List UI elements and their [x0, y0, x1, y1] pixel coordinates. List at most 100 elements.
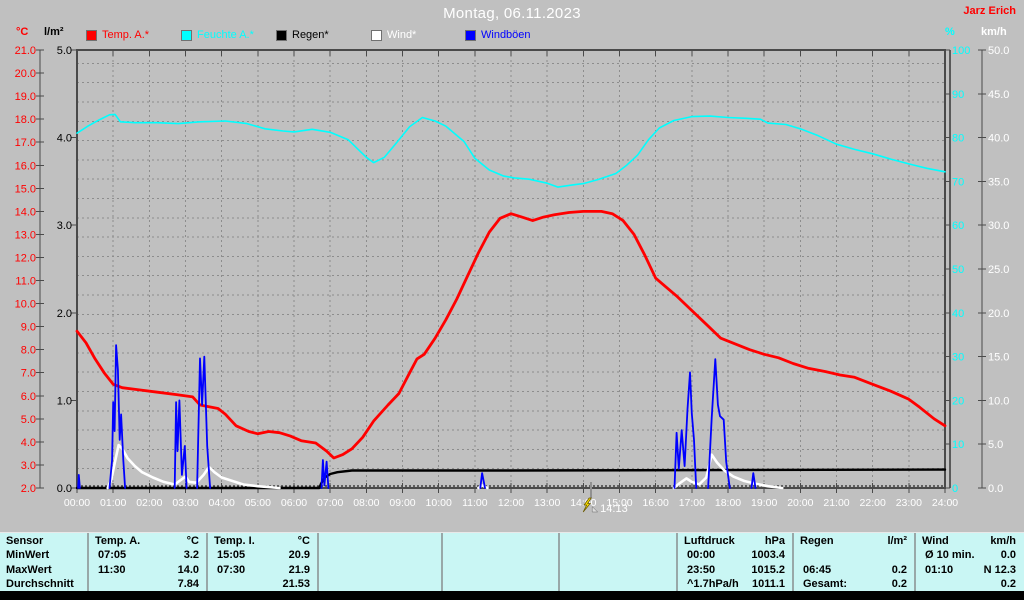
y-tick-label-humidity_pct: 80 — [952, 133, 964, 145]
legend-item-rain: Regen* — [276, 29, 329, 41]
table-separator — [206, 533, 208, 592]
y-tick-label-wind_kmh: 20.0 — [988, 308, 1009, 320]
station-name: Jarz Erich — [963, 5, 1016, 17]
y-tick-label-temp_c: 8.0 — [21, 345, 36, 357]
x-tick-label: 09:00 — [389, 497, 415, 509]
y-tick-label-rain_lm2: 2.0 — [57, 308, 72, 320]
x-tick-label: 05:00 — [245, 497, 271, 509]
y-tick-label-wind_kmh: 25.0 — [988, 264, 1009, 276]
x-tick-label: 15:00 — [606, 497, 632, 509]
x-tick-label: 06:00 — [281, 497, 307, 509]
y-tick-label-rain_lm2: 5.0 — [57, 45, 72, 57]
y-tick-label-wind_kmh: 5.0 — [988, 439, 1003, 451]
page-title: Montag, 06.11.2023 — [443, 5, 581, 22]
table-cell-value: N 12.3 — [983, 564, 1016, 576]
series-line-gusts — [320, 459, 330, 489]
x-tick-label: 11:00 — [462, 497, 488, 509]
y-tick-label-humidity_pct: 20 — [952, 395, 964, 407]
legend-label: Windböen — [481, 29, 531, 41]
y-tick-label-temp_c: 21.0 — [15, 45, 36, 57]
axis-unit-wind: km/h — [981, 26, 1007, 38]
y-tick-label-wind_kmh: 50.0 — [988, 45, 1009, 57]
y-tick-label-temp_c: 17.0 — [15, 137, 36, 149]
y-tick-label-rain_lm2: 1.0 — [57, 395, 72, 407]
series-line-wind — [106, 443, 281, 490]
table-cell-value: 0.2 — [891, 564, 907, 576]
legend-label: Regen* — [292, 29, 329, 41]
y-tick-label-humidity_pct: 10 — [952, 439, 964, 451]
series-line-gusts — [173, 399, 188, 489]
table-col-header: Regen — [800, 535, 834, 547]
y-tick-label-wind_kmh: 15.0 — [988, 352, 1009, 364]
legend-swatch-humidity-icon — [181, 29, 192, 41]
table-row-label: MaxWert — [6, 564, 52, 576]
series-line-temp — [75, 209, 947, 460]
table-cell-value: 21.53 — [282, 578, 310, 590]
y-tick-label-humidity_pct: 30 — [952, 352, 964, 364]
plot-area[interactable]: 00:00 01:00 02:00 03:00 04:00 05:00 06:00 07:00… — [0, 0, 1024, 530]
y-tick-label-temp_c: 12.0 — [15, 252, 36, 264]
y-tick-label-rain_lm2: 4.0 — [57, 133, 72, 145]
table-cell-time: Ø 10 min. — [925, 549, 975, 561]
table-cell-value: 1011.1 — [751, 578, 785, 590]
y-tick-label-temp_c: 5.0 — [21, 414, 36, 426]
cursor-pointer-icon — [591, 505, 599, 513]
axis-unit-rain: l/m² — [44, 26, 64, 38]
table-cell-time: 01:10 — [925, 564, 954, 576]
legend-swatch-wind-icon — [371, 29, 382, 41]
legend-item-wind: Wind* — [371, 29, 416, 41]
table-separator — [792, 533, 794, 592]
table-separator — [317, 533, 319, 592]
y-tick-label-wind_kmh: 35.0 — [988, 176, 1009, 188]
y-tick-label-wind_kmh: 45.0 — [988, 89, 1009, 101]
series-line-gusts — [108, 344, 126, 489]
legend-label: Wind* — [387, 29, 417, 41]
x-tick-label: 01:00 — [100, 497, 126, 509]
table-cell-value: 14.0 — [177, 564, 199, 576]
axis-unit-temp: °C — [16, 26, 29, 38]
table-cell-value: 21.9 — [288, 564, 310, 576]
y-tick-label-temp_c: 4.0 — [21, 437, 36, 449]
table-cell-value: 0.0 — [1000, 549, 1016, 561]
x-tick-label: 02:00 — [136, 497, 162, 509]
y-tick-label-temp_c: 20.0 — [15, 68, 36, 80]
cursor-time-label: 14:13 — [600, 503, 628, 515]
table-col-unit: l/m² — [887, 535, 907, 547]
table-separator — [441, 533, 443, 592]
y-tick-label-humidity_pct: 100 — [952, 45, 970, 57]
x-tick-label: 12:00 — [498, 497, 524, 509]
table-cell-time: 07:05 — [98, 549, 127, 561]
y-tick-label-humidity_pct: 50 — [952, 264, 964, 276]
series-line-gusts — [750, 472, 757, 489]
series-line-gusts — [707, 358, 731, 489]
legend-swatch-rain-icon — [276, 29, 287, 41]
table-col-unit: °C — [186, 535, 199, 547]
table-col-header: Temp. I. — [214, 535, 255, 547]
table-cell-value: 3.2 — [183, 549, 199, 561]
table-cell-time: 07:30 — [217, 564, 246, 576]
legend-swatch-temp-icon — [86, 29, 97, 41]
table-separator — [87, 533, 89, 592]
table-cell-value: 1015.2 — [751, 564, 785, 576]
x-tick-label: 18:00 — [715, 497, 741, 509]
table-cell-time: 00:00 — [687, 549, 716, 561]
cursor-lightning-icon — [582, 497, 592, 513]
y-tick-label-temp_c: 15.0 — [15, 183, 36, 195]
series-line-gusts — [673, 371, 698, 489]
table-row-label: MinWert — [6, 549, 50, 561]
table-col-header: Luftdruck — [684, 535, 735, 547]
table-cell-value: 20.9 — [288, 549, 310, 561]
y-tick-label-temp_c: 3.0 — [21, 460, 36, 472]
table-separator — [676, 533, 678, 592]
y-tick-label-wind_kmh: 30.0 — [988, 220, 1009, 232]
table-cell-value: 0.2 — [1000, 578, 1016, 590]
y-tick-label-temp_c: 19.0 — [15, 91, 36, 103]
x-tick-label: 21:00 — [823, 497, 849, 509]
y-tick-label-temp_c: 11.0 — [15, 276, 36, 288]
table-separator — [914, 533, 916, 592]
table-cell-value: 0.2 — [891, 578, 907, 590]
table-cell-value: 1003.4 — [751, 549, 785, 561]
table-col-unit: hPa — [764, 535, 785, 547]
table-col-unit: °C — [297, 535, 310, 547]
